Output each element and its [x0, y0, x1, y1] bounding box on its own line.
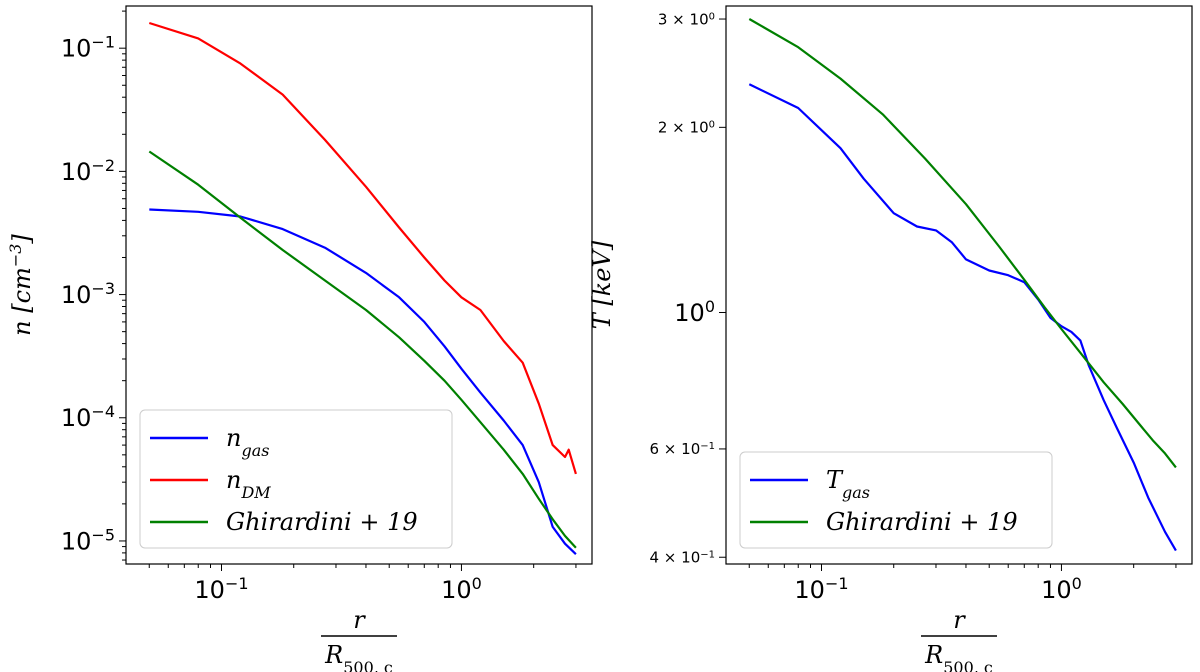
x-minor-ticks	[148, 564, 577, 568]
x-tick-label: 10−1	[194, 574, 248, 605]
y-tick-label: 2 × 100	[658, 119, 715, 137]
y-tick-label: 10−2	[61, 155, 115, 186]
x-tick-label: 100	[441, 574, 482, 605]
y-tick-label: 6 × 10−1	[650, 440, 716, 458]
legend-label-ghirardini-19: Ghirardini + 19	[826, 508, 1018, 536]
series-group	[148, 21, 577, 555]
x-tick-label: 100	[1041, 574, 1082, 605]
series-line-n-gas	[149, 208, 577, 555]
x-axis-label-denominator: R500, c	[324, 641, 393, 672]
y-tick-label: 4 × 10−1	[650, 548, 716, 566]
x-axis-label-numerator: r	[953, 606, 966, 634]
y-minor-ticks	[122, 10, 126, 561]
legend-label-t-gas: Tgas	[826, 466, 870, 502]
legend-box	[739, 451, 1053, 549]
x-axis-label-numerator: r	[353, 606, 366, 634]
series-line-ghirardini-19	[748, 18, 1177, 469]
y-tick-label: 10−1	[61, 32, 115, 63]
density-profile-panel: 10−1 100 10−1 10−2 10−3 10−4 10−5 r R500, c n [cm…	[6, 5, 593, 672]
series-group	[748, 18, 1177, 552]
axes-frame	[125, 5, 593, 565]
axes-frame	[725, 5, 1193, 565]
x-axis-label-denominator: R500, c	[924, 641, 993, 672]
series-line-ghirardini-19	[148, 150, 577, 549]
y-axis-label: n [cm−3]	[6, 234, 37, 336]
legend-box	[139, 409, 453, 549]
series-line-n-dm	[148, 21, 577, 475]
y-tick-label: 10−5	[61, 525, 115, 556]
y-tick-label: 3 × 100	[658, 10, 715, 28]
y-tick-label: 10−4	[61, 402, 115, 433]
y-tick-label: 10−3	[61, 278, 115, 309]
x-tick-label: 10−1	[794, 574, 848, 605]
y-axis-label: T [keV]	[588, 240, 616, 329]
y-tick-label: 100	[674, 296, 715, 327]
legend-label-n-gas: ngas	[226, 424, 269, 460]
legend: ngas nDM Ghirardini + 19	[139, 409, 453, 549]
x-minor-ticks	[748, 564, 1177, 568]
legend-label-n-dm: nDM	[226, 466, 271, 502]
temperature-profile-panel: 10−1 100 3 × 100 2 × 100 100 6 × 10−1 4 × 10−1…	[588, 5, 1193, 672]
legend: Tgas Ghirardini + 19	[739, 451, 1053, 549]
legend-label-ghirardini-19: Ghirardini + 19	[226, 508, 418, 536]
